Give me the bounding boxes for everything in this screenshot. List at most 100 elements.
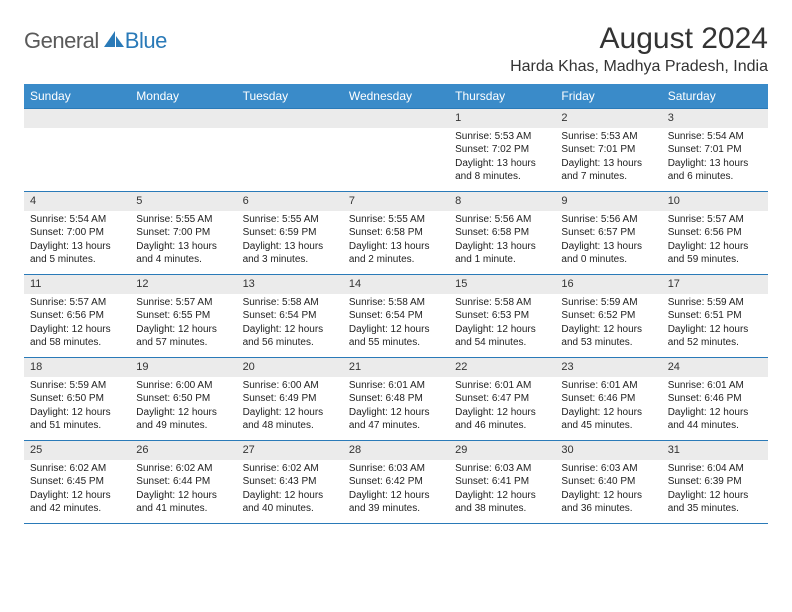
day-details: Sunrise: 5:58 AMSunset: 6:54 PMDaylight:… xyxy=(343,294,449,354)
sunset-text: Sunset: 6:42 PM xyxy=(349,475,443,489)
sunset-text: Sunset: 6:40 PM xyxy=(561,475,655,489)
location-text: Harda Khas, Madhya Pradesh, India xyxy=(510,58,768,76)
day-number: 15 xyxy=(449,275,555,294)
sunrise-text: Sunrise: 5:57 AM xyxy=(668,213,762,227)
daylight-text: Daylight: 12 hours and 49 minutes. xyxy=(136,406,230,433)
weekday-header: Wednesday xyxy=(343,84,449,108)
day-number: 23 xyxy=(555,358,661,377)
day-number: 6 xyxy=(237,192,343,211)
calendar-week-row: 4Sunrise: 5:54 AMSunset: 7:00 PMDaylight… xyxy=(24,191,768,274)
sunset-text: Sunset: 6:50 PM xyxy=(136,392,230,406)
daylight-text: Daylight: 12 hours and 45 minutes. xyxy=(561,406,655,433)
title-block: August 2024 Harda Khas, Madhya Pradesh, … xyxy=(510,22,768,76)
day-details: Sunrise: 6:00 AMSunset: 6:49 PMDaylight:… xyxy=(237,377,343,437)
weekday-header: Friday xyxy=(555,84,661,108)
weekday-header: Thursday xyxy=(449,84,555,108)
daylight-text: Daylight: 13 hours and 2 minutes. xyxy=(349,240,443,267)
sunrise-text: Sunrise: 5:53 AM xyxy=(561,130,655,144)
sunset-text: Sunset: 6:51 PM xyxy=(668,309,762,323)
sunset-text: Sunset: 6:44 PM xyxy=(136,475,230,489)
day-details: Sunrise: 5:59 AMSunset: 6:51 PMDaylight:… xyxy=(662,294,768,354)
sunrise-text: Sunrise: 6:02 AM xyxy=(30,462,124,476)
calendar-day-cell: 13Sunrise: 5:58 AMSunset: 6:54 PMDayligh… xyxy=(237,275,343,357)
day-number: 22 xyxy=(449,358,555,377)
day-number: 7 xyxy=(343,192,449,211)
calendar-day-cell: 30Sunrise: 6:03 AMSunset: 6:40 PMDayligh… xyxy=(555,441,661,523)
sunrise-text: Sunrise: 6:04 AM xyxy=(668,462,762,476)
day-number-empty xyxy=(130,109,236,128)
day-number: 1 xyxy=(449,109,555,128)
sunset-text: Sunset: 6:57 PM xyxy=(561,226,655,240)
day-number: 18 xyxy=(24,358,130,377)
logo-text-1: General xyxy=(24,28,99,54)
daylight-text: Daylight: 13 hours and 3 minutes. xyxy=(243,240,337,267)
sunrise-text: Sunrise: 5:55 AM xyxy=(136,213,230,227)
sunrise-text: Sunrise: 6:03 AM xyxy=(561,462,655,476)
day-number: 2 xyxy=(555,109,661,128)
day-details: Sunrise: 5:57 AMSunset: 6:56 PMDaylight:… xyxy=(24,294,130,354)
sunrise-text: Sunrise: 5:56 AM xyxy=(455,213,549,227)
daylight-text: Daylight: 13 hours and 5 minutes. xyxy=(30,240,124,267)
sunset-text: Sunset: 6:43 PM xyxy=(243,475,337,489)
daylight-text: Daylight: 13 hours and 6 minutes. xyxy=(668,157,762,184)
sunrise-text: Sunrise: 5:55 AM xyxy=(243,213,337,227)
calendar-grid: SundayMondayTuesdayWednesdayThursdayFrid… xyxy=(24,84,768,524)
day-number: 9 xyxy=(555,192,661,211)
calendar-day-cell: 27Sunrise: 6:02 AMSunset: 6:43 PMDayligh… xyxy=(237,441,343,523)
sail-icon xyxy=(103,30,125,53)
sunrise-text: Sunrise: 5:58 AM xyxy=(455,296,549,310)
sunrise-text: Sunrise: 6:01 AM xyxy=(349,379,443,393)
sunset-text: Sunset: 6:41 PM xyxy=(455,475,549,489)
day-number: 19 xyxy=(130,358,236,377)
calendar-body: 1Sunrise: 5:53 AMSunset: 7:02 PMDaylight… xyxy=(24,108,768,524)
day-details: Sunrise: 6:04 AMSunset: 6:39 PMDaylight:… xyxy=(662,460,768,520)
day-details: Sunrise: 6:03 AMSunset: 6:42 PMDaylight:… xyxy=(343,460,449,520)
calendar-week-row: 11Sunrise: 5:57 AMSunset: 6:56 PMDayligh… xyxy=(24,274,768,357)
day-details: Sunrise: 6:01 AMSunset: 6:47 PMDaylight:… xyxy=(449,377,555,437)
sunset-text: Sunset: 6:54 PM xyxy=(243,309,337,323)
sunset-text: Sunset: 6:55 PM xyxy=(136,309,230,323)
day-details: Sunrise: 6:00 AMSunset: 6:50 PMDaylight:… xyxy=(130,377,236,437)
day-details: Sunrise: 5:53 AMSunset: 7:02 PMDaylight:… xyxy=(449,128,555,188)
day-number: 26 xyxy=(130,441,236,460)
calendar-day-cell: 4Sunrise: 5:54 AMSunset: 7:00 PMDaylight… xyxy=(24,192,130,274)
calendar-week-row: 18Sunrise: 5:59 AMSunset: 6:50 PMDayligh… xyxy=(24,357,768,440)
sunrise-text: Sunrise: 6:02 AM xyxy=(136,462,230,476)
day-number: 5 xyxy=(130,192,236,211)
sunset-text: Sunset: 6:53 PM xyxy=(455,309,549,323)
day-number: 12 xyxy=(130,275,236,294)
sunset-text: Sunset: 7:01 PM xyxy=(561,143,655,157)
daylight-text: Daylight: 12 hours and 53 minutes. xyxy=(561,323,655,350)
day-number: 4 xyxy=(24,192,130,211)
calendar-day-cell: 11Sunrise: 5:57 AMSunset: 6:56 PMDayligh… xyxy=(24,275,130,357)
calendar-day-cell: 7Sunrise: 5:55 AMSunset: 6:58 PMDaylight… xyxy=(343,192,449,274)
daylight-text: Daylight: 13 hours and 1 minute. xyxy=(455,240,549,267)
weekday-header: Monday xyxy=(130,84,236,108)
calendar-day-cell: 28Sunrise: 6:03 AMSunset: 6:42 PMDayligh… xyxy=(343,441,449,523)
calendar-day-cell: 3Sunrise: 5:54 AMSunset: 7:01 PMDaylight… xyxy=(662,109,768,191)
day-number: 24 xyxy=(662,358,768,377)
day-details: Sunrise: 6:01 AMSunset: 6:48 PMDaylight:… xyxy=(343,377,449,437)
daylight-text: Daylight: 12 hours and 58 minutes. xyxy=(30,323,124,350)
day-details: Sunrise: 5:54 AMSunset: 7:01 PMDaylight:… xyxy=(662,128,768,188)
day-number: 31 xyxy=(662,441,768,460)
calendar-week-row: 1Sunrise: 5:53 AMSunset: 7:02 PMDaylight… xyxy=(24,108,768,191)
day-details: Sunrise: 6:01 AMSunset: 6:46 PMDaylight:… xyxy=(662,377,768,437)
sunrise-text: Sunrise: 6:03 AM xyxy=(455,462,549,476)
calendar-day-cell: 25Sunrise: 6:02 AMSunset: 6:45 PMDayligh… xyxy=(24,441,130,523)
day-number: 17 xyxy=(662,275,768,294)
calendar-day-cell: 2Sunrise: 5:53 AMSunset: 7:01 PMDaylight… xyxy=(555,109,661,191)
sunrise-text: Sunrise: 6:03 AM xyxy=(349,462,443,476)
month-title: August 2024 xyxy=(510,22,768,56)
sunset-text: Sunset: 7:02 PM xyxy=(455,143,549,157)
sunrise-text: Sunrise: 6:00 AM xyxy=(136,379,230,393)
daylight-text: Daylight: 12 hours and 54 minutes. xyxy=(455,323,549,350)
day-number: 29 xyxy=(449,441,555,460)
sunrise-text: Sunrise: 5:59 AM xyxy=(561,296,655,310)
header: General Blue August 2024 Harda Khas, Mad… xyxy=(24,22,768,76)
sunset-text: Sunset: 7:00 PM xyxy=(30,226,124,240)
day-details: Sunrise: 6:02 AMSunset: 6:45 PMDaylight:… xyxy=(24,460,130,520)
daylight-text: Daylight: 12 hours and 41 minutes. xyxy=(136,489,230,516)
calendar-day-cell: 19Sunrise: 6:00 AMSunset: 6:50 PMDayligh… xyxy=(130,358,236,440)
sunset-text: Sunset: 6:47 PM xyxy=(455,392,549,406)
